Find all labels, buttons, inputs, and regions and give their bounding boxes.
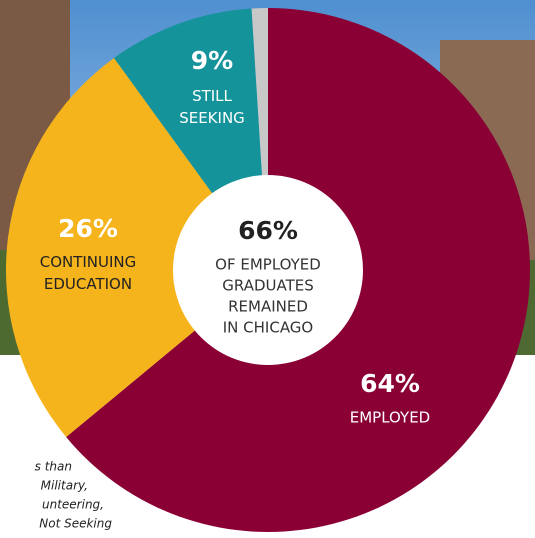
slice-value-label: 9% xyxy=(191,46,233,75)
center-value: 66% xyxy=(238,216,298,245)
footnote-line: Military, xyxy=(41,479,88,493)
center-hole xyxy=(173,175,363,365)
slice-category-label: EMPLOYED xyxy=(350,409,430,427)
center-text: IN CHICAGO xyxy=(223,319,314,337)
footnote-line: Not Seeking xyxy=(39,517,112,531)
center-text: GRADUATES xyxy=(222,277,314,295)
slice-value-label: 26% xyxy=(58,214,118,243)
footnote-line: unteering, xyxy=(42,498,104,512)
pie-slice xyxy=(5,58,268,438)
center-text: OF EMPLOYED xyxy=(215,256,321,274)
center-text: REMAINED xyxy=(228,298,308,316)
slice-category-label: STILL SEEKING xyxy=(179,87,245,127)
footnote-line: s than xyxy=(35,460,72,474)
slice-value-label: 64% xyxy=(360,369,420,398)
slice-category-label: CONTINUING EDUCATION xyxy=(40,253,137,293)
